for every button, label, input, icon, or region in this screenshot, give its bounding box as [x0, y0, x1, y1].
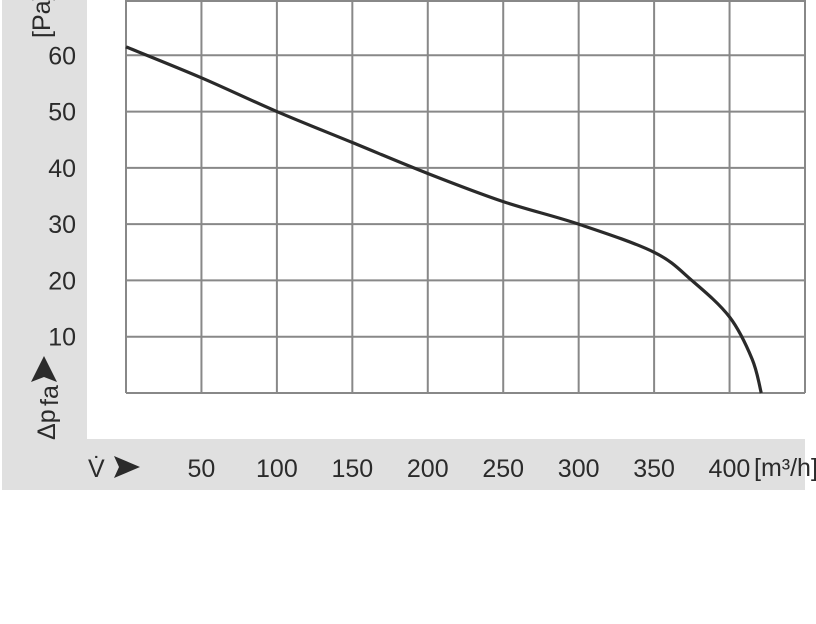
y-tick-label: 50 [48, 99, 76, 127]
y-unit-label: [Pa] [28, 0, 56, 38]
x-axis-label: V̇ [88, 454, 105, 483]
x-tick-label: 300 [558, 455, 600, 483]
x-tick-label: 150 [331, 455, 373, 483]
y-tick-label: 30 [48, 211, 76, 239]
y-axis-label-main: Δp [33, 409, 61, 440]
x-axis-panel [2, 439, 805, 490]
x-tick-label: 100 [256, 455, 298, 483]
x-tick-label: 350 [633, 455, 675, 483]
x-tick-label: 250 [482, 455, 524, 483]
x-unit-label: [m³/h] [754, 454, 816, 482]
x-arrow-icon [114, 456, 140, 478]
x-tick-label: 50 [188, 455, 216, 483]
x-tick-label: 400 [709, 455, 751, 483]
grid [125, 0, 806, 394]
y-tick-label: 40 [48, 155, 76, 183]
y-tick-label: 20 [48, 267, 76, 295]
x-tick-labels: 50 100 150 200 250 300 350 400 [188, 455, 751, 483]
series-line [125, 45, 763, 394]
y-tick-labels: 10 20 30 40 50 60 [48, 42, 76, 351]
y-axis-label-sub: fa [36, 385, 64, 406]
x-tick-label: 200 [407, 455, 449, 483]
y-arrow-icon [31, 356, 57, 382]
y-axis-label: Δp fa [31, 356, 64, 440]
y-tick-label: 60 [48, 42, 76, 70]
y-tick-label: 10 [48, 324, 76, 352]
